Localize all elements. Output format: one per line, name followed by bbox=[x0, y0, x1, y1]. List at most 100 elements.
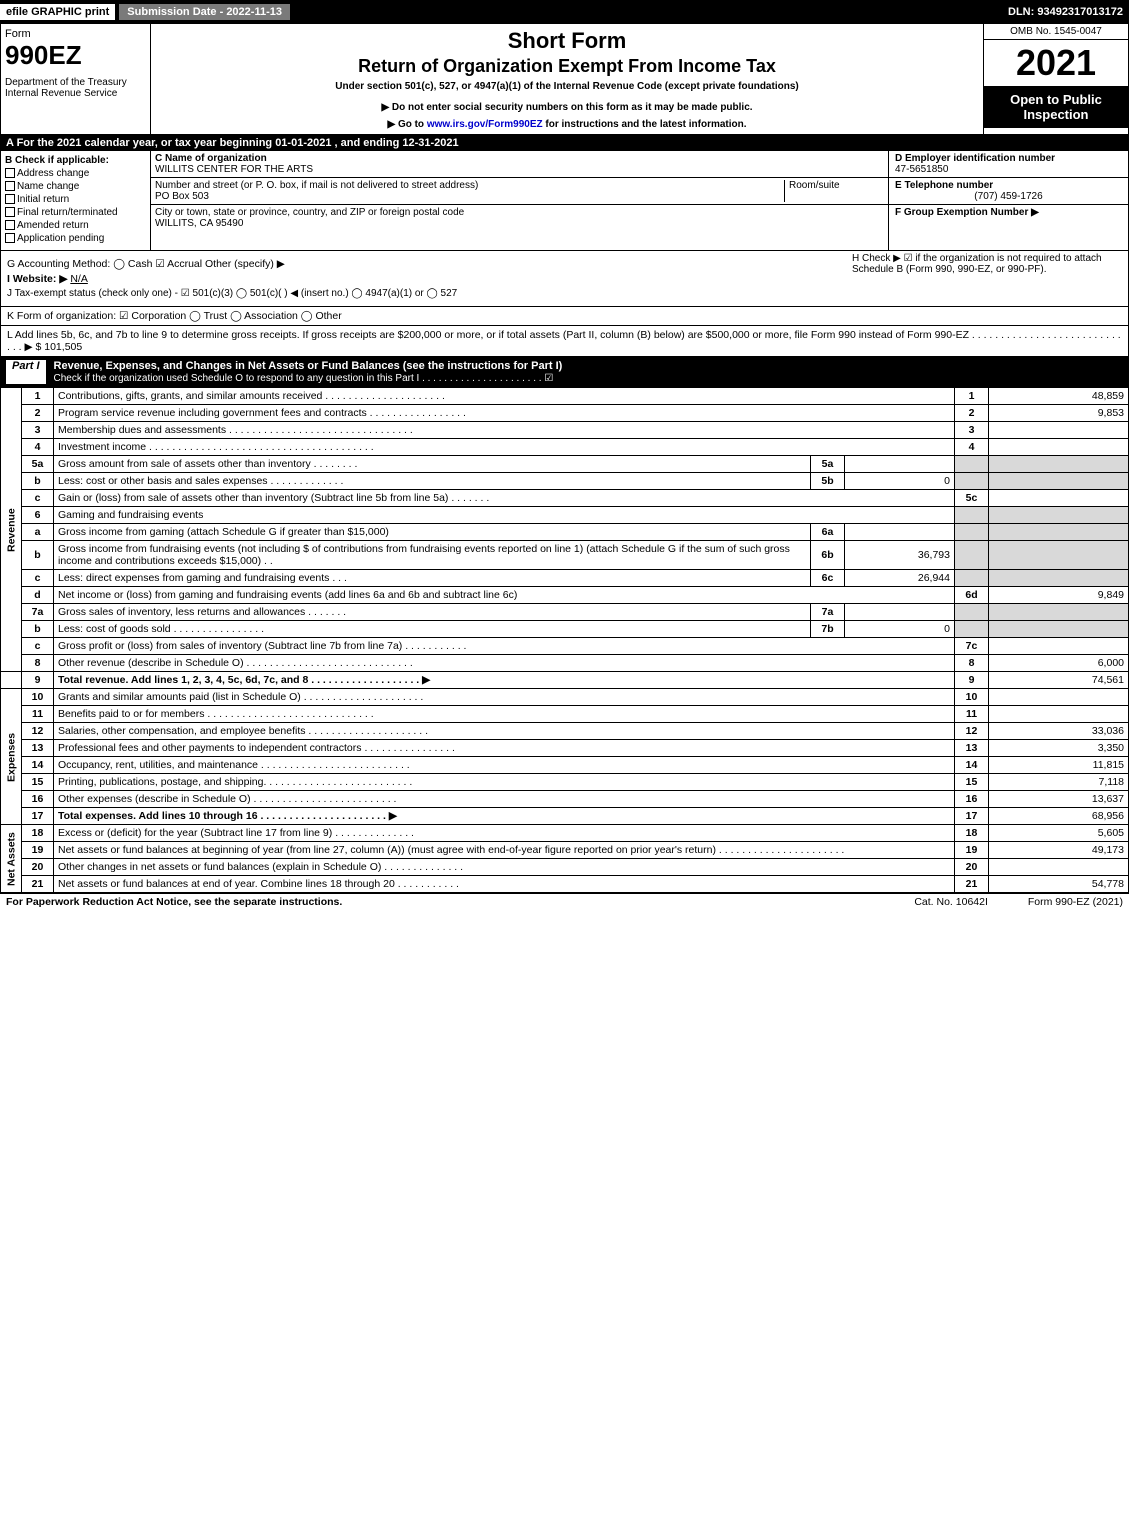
row-10: Expenses 10Grants and similar amounts pa… bbox=[1, 689, 1129, 706]
f-group-row: F Group Exemption Number ▶ bbox=[889, 205, 1128, 220]
row-6b: bGross income from fundraising events (n… bbox=[1, 541, 1129, 570]
goto-post: for instructions and the latest informat… bbox=[543, 119, 747, 130]
row-15: 15Printing, publications, postage, and s… bbox=[1, 774, 1129, 791]
cb-address: Address change bbox=[5, 168, 146, 179]
row-3: 3Membership dues and assessments . . . .… bbox=[1, 422, 1129, 439]
row-2: 2Program service revenue including gover… bbox=[1, 405, 1129, 422]
row-18: Net Assets 18Excess or (deficit) for the… bbox=[1, 825, 1129, 842]
part1-header: Part I Revenue, Expenses, and Changes in… bbox=[0, 357, 1129, 387]
b-label: B Check if applicable: bbox=[5, 155, 146, 166]
phone: (707) 459-1726 bbox=[895, 191, 1122, 202]
footer-cat: Cat. No. 10642I bbox=[914, 896, 988, 908]
lines-grid: Revenue 1Contributions, gifts, grants, a… bbox=[0, 387, 1129, 893]
main-title: Return of Organization Exempt From Incom… bbox=[155, 56, 979, 77]
open-public: Open to Public Inspection bbox=[984, 86, 1128, 128]
part1-label: Part I bbox=[6, 360, 46, 384]
submission-date: Submission Date - 2022-11-13 bbox=[119, 4, 290, 20]
row-5c: cGain or (loss) from sale of assets othe… bbox=[1, 490, 1129, 507]
row-6: 6Gaming and fundraising events bbox=[1, 507, 1129, 524]
f-label: F Group Exemption Number ▶ bbox=[895, 207, 1039, 218]
under-section: Under section 501(c), 527, or 4947(a)(1)… bbox=[155, 81, 979, 92]
e-label: E Telephone number bbox=[895, 180, 993, 191]
row-7b: bLess: cost of goods sold . . . . . . . … bbox=[1, 621, 1129, 638]
row-21: 21Net assets or fund balances at end of … bbox=[1, 876, 1129, 893]
row-5a: 5aGross amount from sale of assets other… bbox=[1, 456, 1129, 473]
efile-label: efile GRAPHIC print bbox=[0, 4, 115, 20]
org-city: WILLITS, CA 95490 bbox=[155, 218, 243, 229]
row-4: 4Investment income . . . . . . . . . . .… bbox=[1, 439, 1129, 456]
row-6a: aGross income from gaming (attach Schedu… bbox=[1, 524, 1129, 541]
d-label: D Employer identification number bbox=[895, 153, 1055, 164]
e-phone-row: E Telephone number (707) 459-1726 bbox=[889, 178, 1128, 205]
row-7a: 7aGross sales of inventory, less returns… bbox=[1, 604, 1129, 621]
org-street: PO Box 503 bbox=[155, 191, 209, 202]
cb-name: Name change bbox=[5, 181, 146, 192]
row-8: 8Other revenue (describe in Schedule O) … bbox=[1, 655, 1129, 672]
ein: 47-5651850 bbox=[895, 164, 948, 175]
cb-initial: Initial return bbox=[5, 194, 146, 205]
revenue-vlabel: Revenue bbox=[1, 388, 22, 672]
row-7c: cGross profit or (loss) from sales of in… bbox=[1, 638, 1129, 655]
row-20: 20Other changes in net assets or fund ba… bbox=[1, 859, 1129, 876]
website-val: N/A bbox=[70, 273, 88, 285]
col-b: B Check if applicable: Address change Na… bbox=[1, 151, 151, 250]
misc-section: H Check ▶ ☑ if the organization is not r… bbox=[0, 251, 1129, 307]
ssn-warning: ▶ Do not enter social security numbers o… bbox=[155, 102, 979, 113]
org-name: WILLITS CENTER FOR THE ARTS bbox=[155, 164, 313, 175]
c-name-label: C Name of organization bbox=[155, 153, 267, 164]
header-left: Form 990EZ Department of the Treasury In… bbox=[1, 24, 151, 134]
goto-line: ▶ Go to www.irs.gov/Form990EZ for instru… bbox=[155, 119, 979, 130]
h-box: H Check ▶ ☑ if the organization is not r… bbox=[852, 253, 1122, 275]
cb-pending: Application pending bbox=[5, 233, 146, 244]
row-14: 14Occupancy, rent, utilities, and mainte… bbox=[1, 757, 1129, 774]
omb-number: OMB No. 1545-0047 bbox=[984, 24, 1128, 40]
expenses-vlabel: Expenses bbox=[1, 689, 22, 825]
cb-amended: Amended return bbox=[5, 220, 146, 231]
footer-left: For Paperwork Reduction Act Notice, see … bbox=[6, 896, 342, 908]
row-17: 17Total expenses. Add lines 10 through 1… bbox=[1, 808, 1129, 825]
footer-right: Form 990-EZ (2021) bbox=[1028, 896, 1123, 908]
footer: For Paperwork Reduction Act Notice, see … bbox=[0, 893, 1129, 910]
j-line: J Tax-exempt status (check only one) - ☑… bbox=[7, 288, 1122, 299]
section-b: B Check if applicable: Address change Na… bbox=[0, 151, 1129, 251]
d-ein-row: D Employer identification number 47-5651… bbox=[889, 151, 1128, 178]
top-bar: efile GRAPHIC print Submission Date - 20… bbox=[0, 0, 1129, 24]
i-label: I Website: ▶ bbox=[7, 273, 67, 285]
row-5b: bLess: cost or other basis and sales exp… bbox=[1, 473, 1129, 490]
col-d: D Employer identification number 47-5651… bbox=[888, 151, 1128, 250]
part1-sub: Check if the organization used Schedule … bbox=[54, 373, 554, 384]
cb-final: Final return/terminated bbox=[5, 207, 146, 218]
goto-link[interactable]: www.irs.gov/Form990EZ bbox=[427, 119, 543, 130]
row-16: 16Other expenses (describe in Schedule O… bbox=[1, 791, 1129, 808]
dept-label: Department of the Treasury Internal Reve… bbox=[5, 77, 146, 99]
room-suite-label: Room/suite bbox=[784, 180, 884, 202]
c-name-row: C Name of organization WILLITS CENTER FO… bbox=[151, 151, 888, 178]
form-word: Form bbox=[5, 28, 146, 40]
netassets-vlabel: Net Assets bbox=[1, 825, 22, 893]
c-city-label: City or town, state or province, country… bbox=[155, 207, 464, 218]
row-6c: cLess: direct expenses from gaming and f… bbox=[1, 570, 1129, 587]
row-13: 13Professional fees and other payments t… bbox=[1, 740, 1129, 757]
part1-title: Revenue, Expenses, and Changes in Net As… bbox=[54, 360, 563, 384]
form-header: Form 990EZ Department of the Treasury In… bbox=[0, 24, 1129, 135]
row-1: Revenue 1Contributions, gifts, grants, a… bbox=[1, 388, 1129, 405]
goto-pre: ▶ Go to bbox=[387, 119, 426, 130]
row-6d: dNet income or (loss) from gaming and fu… bbox=[1, 587, 1129, 604]
row-9: 9Total revenue. Add lines 1, 2, 3, 4, 5c… bbox=[1, 672, 1129, 689]
header-right: OMB No. 1545-0047 2021 Open to Public In… bbox=[983, 24, 1128, 134]
c-street-row: Number and street (or P. O. box, if mail… bbox=[151, 178, 888, 205]
row-a: A For the 2021 calendar year, or tax yea… bbox=[0, 135, 1129, 151]
row-19: 19Net assets or fund balances at beginni… bbox=[1, 842, 1129, 859]
k-line: K Form of organization: ☑ Corporation ◯ … bbox=[0, 307, 1129, 326]
c-city-row: City or town, state or province, country… bbox=[151, 205, 888, 231]
col-c: C Name of organization WILLITS CENTER FO… bbox=[151, 151, 888, 250]
tax-year: 2021 bbox=[984, 40, 1128, 86]
dln-label: DLN: 93492317013172 bbox=[1008, 6, 1129, 18]
header-mid: Short Form Return of Organization Exempt… bbox=[151, 24, 983, 134]
short-form-title: Short Form bbox=[155, 28, 979, 54]
c-street-label: Number and street (or P. O. box, if mail… bbox=[155, 180, 478, 191]
l-line: L Add lines 5b, 6c, and 7b to line 9 to … bbox=[0, 326, 1129, 357]
form-number: 990EZ bbox=[5, 40, 146, 71]
row-11: 11Benefits paid to or for members . . . … bbox=[1, 706, 1129, 723]
row-12: 12Salaries, other compensation, and empl… bbox=[1, 723, 1129, 740]
